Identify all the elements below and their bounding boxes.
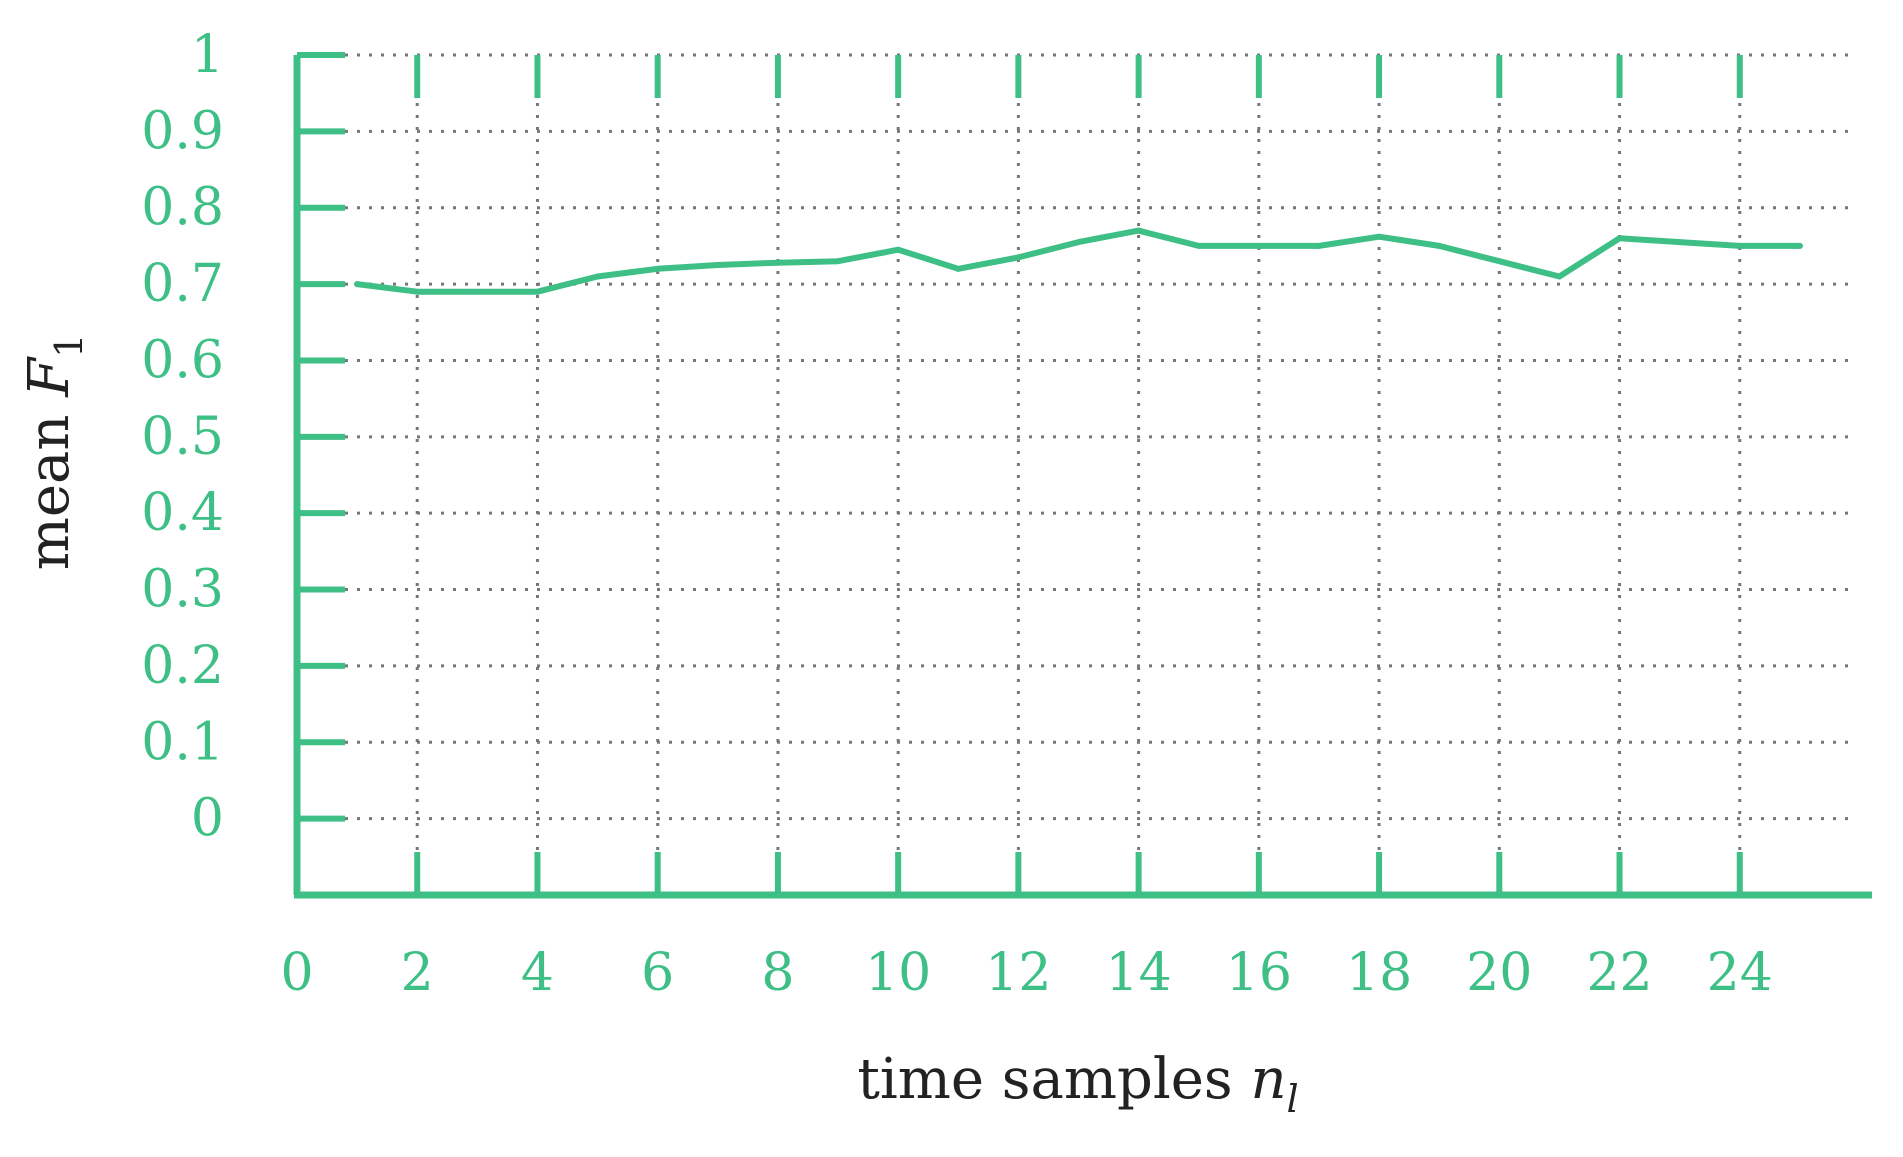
data-point [1195, 242, 1202, 249]
x-tick-label: 22 [1586, 943, 1652, 1003]
ticks: 00.10.20.30.40.50.60.70.80.910 2 4 6 8 10 12 14… [141, 25, 1773, 1003]
data-point [1135, 227, 1142, 234]
data-point [1315, 242, 1322, 249]
data-point [1015, 254, 1022, 261]
data-point [1556, 273, 1563, 280]
data-point [1376, 233, 1383, 240]
y-tick-label: 0.8 [141, 178, 224, 238]
y-tick-label: 1 [191, 25, 224, 85]
y-tick-label: 0.3 [141, 560, 224, 620]
data-point [1436, 242, 1443, 249]
y-tick-label: 0.9 [141, 101, 224, 161]
x-tick-label: 12 [985, 943, 1051, 1003]
data-point [474, 288, 481, 295]
y-tick-label: 0.2 [141, 636, 224, 696]
y-tick-label: 0 [191, 789, 224, 849]
data-point [1075, 239, 1082, 246]
data-point [414, 288, 421, 295]
x-tick-label: 6 [641, 943, 674, 1003]
axes [293, 55, 1872, 899]
grid [297, 53, 1852, 895]
x-tick-label: 2 [401, 943, 434, 1003]
data-point [895, 246, 902, 253]
y-tick-label: 0.4 [141, 483, 224, 543]
data-point [1255, 242, 1262, 249]
data-point [835, 258, 842, 265]
data-point [1496, 258, 1503, 265]
series [354, 227, 1803, 295]
data-point [594, 273, 601, 280]
data-point [1796, 242, 1803, 249]
data-point [1676, 239, 1683, 246]
x-tick-label: 4 [521, 943, 554, 1003]
x-tick-label: 14 [1106, 943, 1172, 1003]
x-tick-label: 24 [1707, 943, 1773, 1003]
data-point [1616, 235, 1623, 242]
data-point [1736, 242, 1743, 249]
data-point [714, 262, 721, 268]
y-axis-title: mean F1 [17, 334, 91, 571]
y-tick-label: 0.7 [141, 254, 224, 314]
y-tick-label: 0.5 [141, 407, 224, 467]
x-tick-label: 8 [761, 943, 794, 1003]
data-point [774, 259, 781, 266]
data-point [654, 265, 661, 272]
x-tick-label: 10 [865, 943, 931, 1003]
x-tick-label: 0 [280, 943, 313, 1003]
y-tick-label: 0.6 [141, 330, 224, 390]
data-point [534, 288, 541, 295]
data-point [955, 265, 962, 272]
x-tick-label: 16 [1226, 943, 1292, 1003]
data-point [354, 281, 361, 288]
x-axis-title: time samples nl [857, 1047, 1298, 1121]
x-tick-label: 20 [1466, 943, 1532, 1003]
x-tick-label: 18 [1346, 943, 1412, 1003]
y-tick-label: 0.1 [141, 712, 224, 772]
